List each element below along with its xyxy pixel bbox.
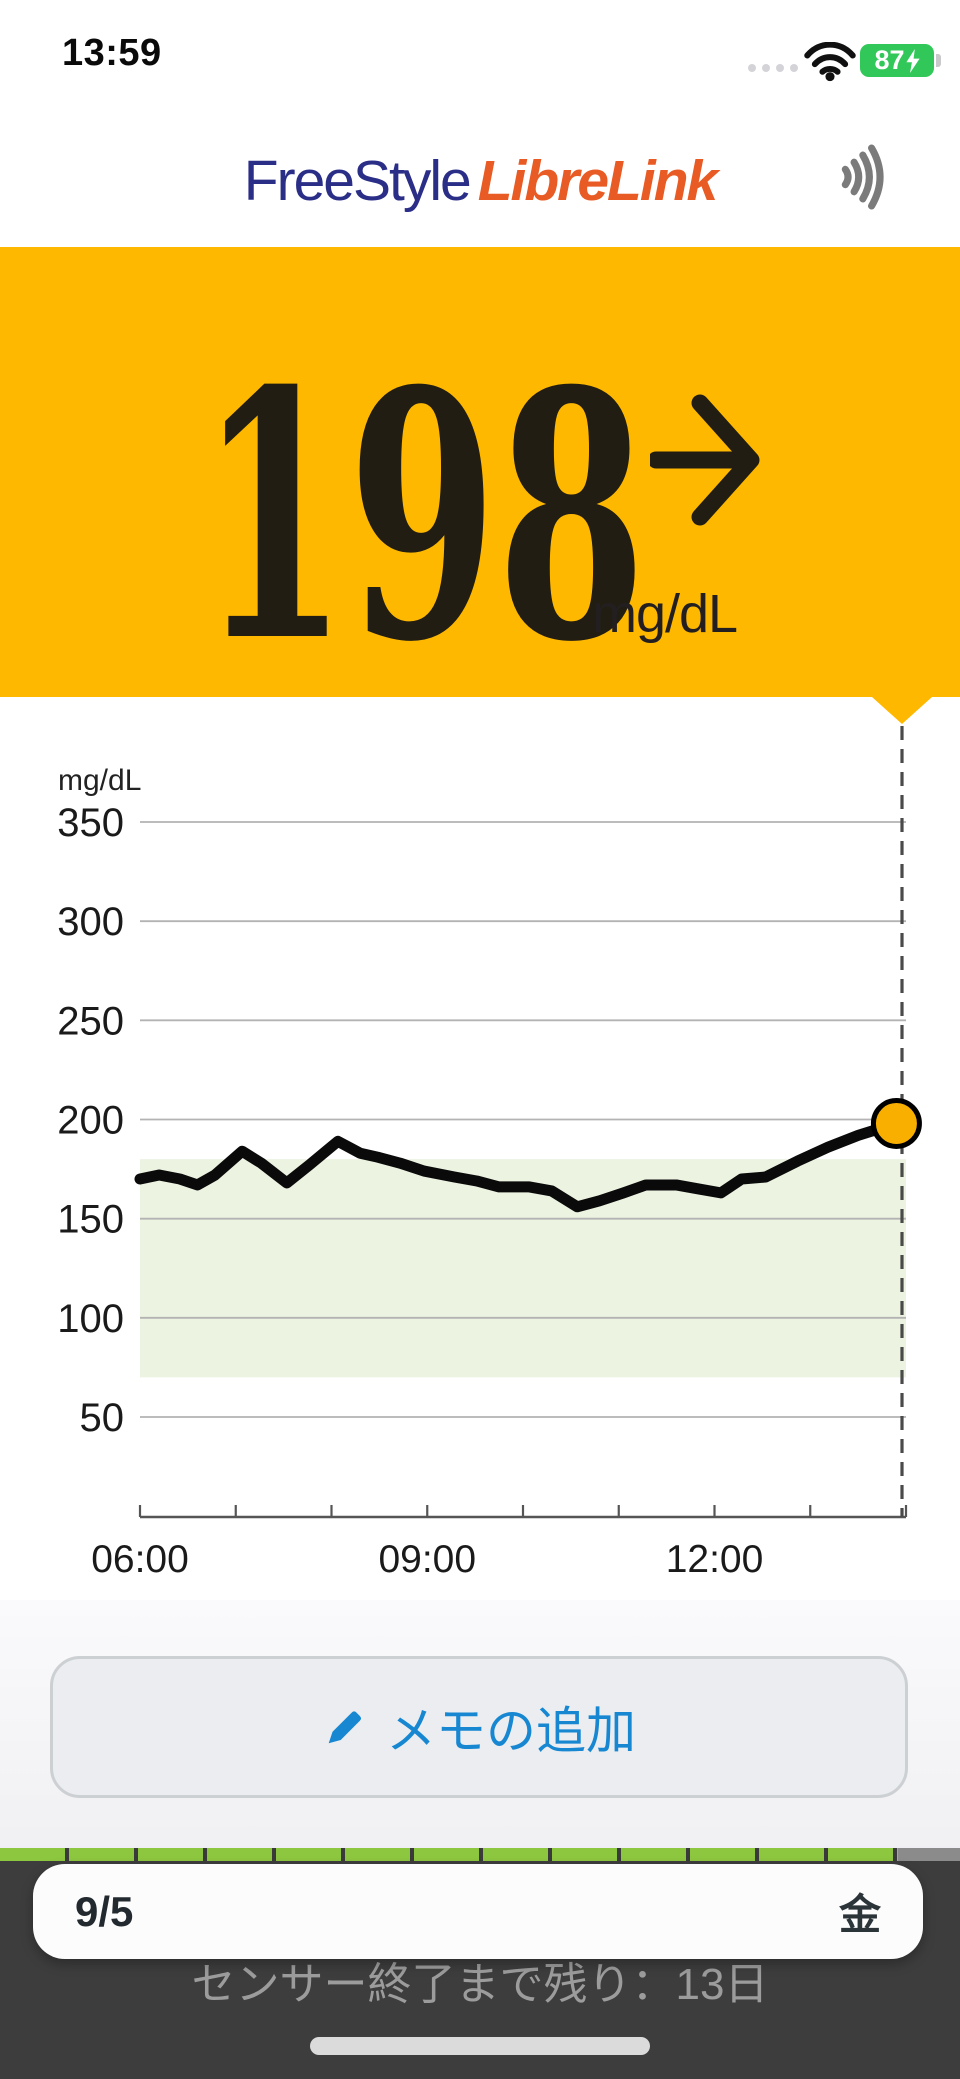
sensor-life-remaining	[0, 1848, 898, 1861]
pencil-icon	[328, 1711, 362, 1744]
battery-pill: 87	[860, 44, 934, 77]
cellular-signal-icon	[748, 64, 798, 72]
logo-librelink: LibreLink	[477, 149, 719, 213]
trend-stable-icon	[650, 394, 760, 526]
selected-weekday: 金	[838, 1891, 881, 1938]
app-logo: FreeStyle LibreLink	[0, 148, 960, 214]
status-time: 13:59	[62, 32, 162, 74]
battery-percent: 87	[874, 45, 905, 75]
glucose-value: 198	[199, 318, 647, 717]
sensor-life-bar	[0, 1848, 960, 1861]
x-tick-label: 12:00	[666, 1538, 764, 1581]
scan-sensor-icon[interactable]	[832, 142, 898, 212]
charging-bolt-icon	[905, 48, 920, 73]
sensor-days-remaining-text: センサー終了まで残り：13日	[191, 1960, 769, 2009]
y-tick-label: 200	[57, 1099, 124, 1143]
battery-terminal	[936, 54, 941, 67]
date-scrubber-overlay: センサー終了まで残り：13日 9/5 金	[0, 1861, 960, 2079]
home-indicator	[310, 2037, 650, 2055]
add-note-label: メモの追加	[386, 1703, 636, 1759]
glucose-chart[interactable]: 350 300 250 200 150 100 50 mg/dL 06:00 09:00 12:00	[0, 697, 960, 1600]
add-note-button[interactable]: メモの追加	[50, 1656, 908, 1798]
y-tick-label: 150	[57, 1198, 124, 1242]
app-header: FreeStyle LibreLink	[0, 90, 960, 281]
current-glucose-marker[interactable]	[870, 1097, 922, 1149]
y-axis-unit-label: mg/dL	[58, 764, 141, 797]
battery-indicator: 87	[860, 44, 941, 77]
target-range-band	[140, 1159, 906, 1378]
banner-pointer	[872, 697, 932, 724]
date-selector-pill[interactable]: 9/5 金	[33, 1864, 923, 1959]
y-tick-label: 50	[80, 1396, 125, 1440]
y-tick-label: 350	[57, 801, 124, 845]
logo-freestyle: FreeStyle	[243, 149, 472, 213]
glucose-trace	[134, 1117, 902, 1213]
x-tick-label: 06:00	[91, 1538, 189, 1581]
selected-date: 9/5	[75, 1887, 134, 1935]
x-tick-label: 09:00	[378, 1538, 476, 1581]
y-tick-label: 100	[57, 1297, 124, 1341]
glucose-unit: mg/dL	[592, 584, 738, 644]
y-tick-label: 250	[57, 999, 124, 1043]
y-tick-label: 300	[57, 900, 124, 944]
current-glucose-banner[interactable]: 198 mg/dL	[0, 247, 960, 697]
wifi-icon	[804, 42, 856, 82]
